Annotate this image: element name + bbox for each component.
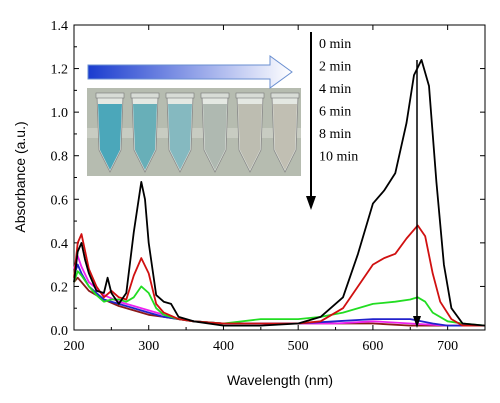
inset-photo (87, 88, 301, 176)
series-line (73, 255, 485, 327)
tube-rim (165, 92, 195, 99)
tube-rim (270, 92, 300, 99)
x-tick-label: 500 (288, 339, 309, 354)
tube-liquid (133, 104, 157, 170)
tube-liquid (98, 104, 122, 170)
tube (200, 92, 230, 173)
tube-liquid (238, 104, 262, 170)
tube (95, 92, 125, 173)
series-line (73, 59, 486, 327)
tube-liquid (273, 104, 297, 170)
tube (165, 92, 195, 173)
x-tick-label: 700 (437, 339, 458, 354)
x-axis-title: Wavelength (nm) (227, 372, 333, 388)
y-tick-label: 0.8 (51, 150, 69, 165)
tube (235, 92, 265, 173)
peak-decrease-arrowhead (413, 316, 421, 328)
x-tick-label: 600 (362, 339, 383, 354)
tube-liquid (203, 104, 227, 170)
tube-rim (235, 92, 265, 99)
x-tick-label: 300 (138, 339, 159, 354)
legend-label: 2 min (319, 60, 351, 75)
series-line (73, 270, 486, 327)
y-tick-label: 0.2 (51, 280, 69, 295)
legend-time-arrowhead (306, 196, 316, 210)
y-tick-label: 1.4 (51, 19, 69, 34)
x-axis-ticks: 200 300 400 500 600 700 (64, 25, 458, 354)
tube (130, 92, 160, 173)
inset-photo-shelf (87, 128, 301, 138)
tube (270, 92, 300, 173)
legend: 0 min 2 min 4 min 6 min 8 min 10 min (319, 37, 358, 165)
time-progress-arrow (87, 55, 293, 89)
legend-label: 0 min (319, 37, 351, 52)
legend-label: 4 min (319, 82, 351, 97)
y-tick-label: 0.6 (51, 193, 69, 208)
series-lines (73, 59, 486, 327)
y-tick-label: 1.2 (51, 63, 69, 78)
tube-row (95, 92, 300, 173)
x-tick-label: 200 (64, 339, 85, 354)
tube-rim (95, 92, 125, 99)
x-tick-label: 400 (213, 339, 234, 354)
y-tick-label: 1.0 (51, 106, 69, 121)
tube-rim (200, 92, 230, 99)
legend-label: 10 min (319, 150, 358, 165)
y-tick-label: 0.4 (51, 237, 69, 252)
y-axis-title: Absorbance (a.u.) (12, 121, 28, 232)
legend-label: 8 min (319, 127, 351, 142)
legend-label: 6 min (319, 105, 351, 120)
y-tick-label: 0.0 (51, 324, 69, 339)
y-axis-ticks: 0.0 0.2 0.4 0.6 0.8 1.0 1.2 1.4 (51, 19, 485, 339)
tube-rim (130, 92, 160, 99)
tube-liquid (168, 104, 192, 170)
